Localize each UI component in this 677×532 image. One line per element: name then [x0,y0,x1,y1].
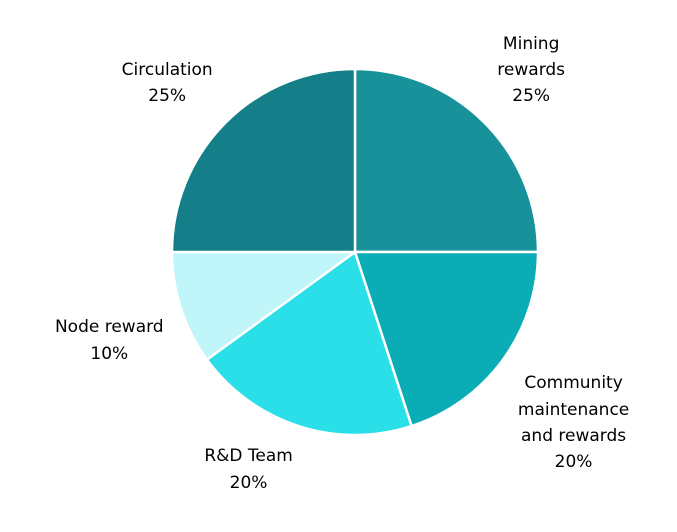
slice-label-line: Mining [502,33,560,54]
slice-label-line: 20% [554,452,593,473]
pie-slice-mining-rewards [353,67,540,254]
slice-label-line: maintenance [517,399,630,420]
slice-label-line: 20% [229,472,268,493]
pie-slice-circulation [170,67,357,254]
slice-label-line: Circulation [121,60,213,81]
pie-slice-community-maintenance-and-rewards [353,250,540,428]
slice-label-line: and rewards [521,425,627,446]
slice-label-r-d-team: R&D Team 20% [204,443,293,496]
pie-slice-node-reward [170,250,357,361]
slice-label-line: 10% [90,343,129,364]
slice-label-circulation: Circulation 25% [122,57,213,110]
slice-label-node-reward: Node reward 10% [55,314,164,367]
slice-label-line: Community [524,373,623,394]
slice-label-community-maintenance-and-rewards: Community maintenance and rewards 20% [518,370,629,475]
slice-label-line: 25% [148,86,187,107]
slice-label-mining-rewards: Mining rewards 25% [497,31,565,110]
slice-label-line: rewards [497,60,566,81]
pie-slice-r-d-team [205,250,413,437]
slice-label-line: R&D Team [204,446,293,467]
slice-label-line: 25% [512,86,551,107]
slice-label-line: Node reward [54,317,164,338]
